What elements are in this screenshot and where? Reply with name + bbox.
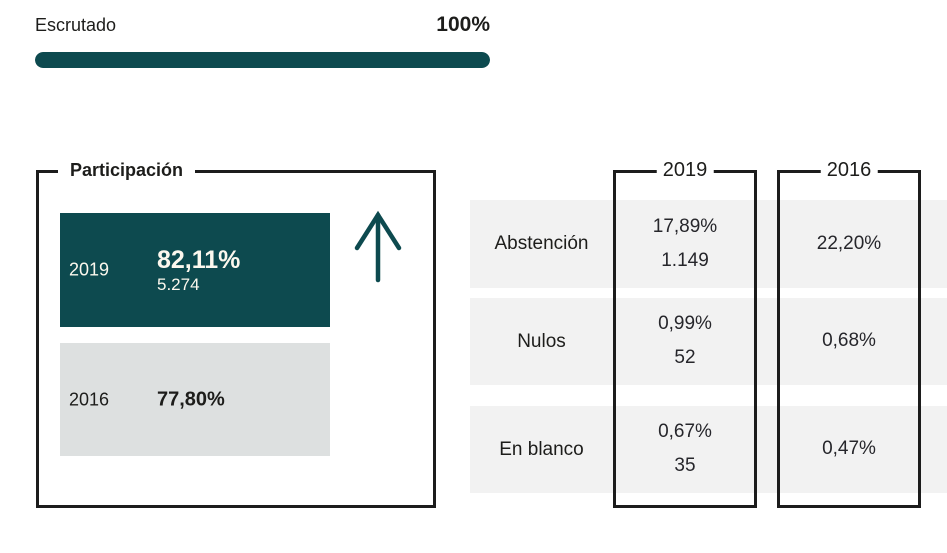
cell-2019-en-blanco: 0,67% 35 xyxy=(613,406,757,493)
value-count: 52 xyxy=(674,347,696,368)
participation-bar-2016: 2016 77,80% xyxy=(60,343,330,456)
participation-values-2016: 77,80% xyxy=(157,388,225,411)
value-count: 1.149 xyxy=(661,249,709,271)
escrutado-header: Escrutado 100% xyxy=(35,13,490,37)
participation-votes-2019: 5.274 xyxy=(157,274,200,294)
table-row xyxy=(470,298,947,385)
participacion-title: Participación xyxy=(58,160,196,181)
participation-year-2016: 2016 xyxy=(69,389,110,409)
escrutado-value: 100% xyxy=(436,13,490,36)
escrutado-progress-fill xyxy=(35,52,490,68)
row-label-nulos: Nulos xyxy=(517,330,566,352)
table-row xyxy=(470,406,947,493)
value-percent: 17,89% xyxy=(652,215,718,237)
value-percent: 0,47% xyxy=(822,438,876,460)
value-percent: 22,20% xyxy=(816,232,882,254)
column-header-2019: 2019 xyxy=(656,159,714,182)
escrutado-progressbar xyxy=(35,52,490,68)
row-label-en-blanco: En blanco xyxy=(499,438,584,460)
participation-bar-2019: 2019 82,11% 5.274 xyxy=(60,213,330,327)
escrutado-label: Escrutado xyxy=(35,15,117,35)
participation-year-2019: 2019 xyxy=(69,259,110,280)
participation-percent-2019: 82,11% xyxy=(157,245,241,274)
value-count: 35 xyxy=(674,455,696,476)
cell-2016-en-blanco: 0,47% xyxy=(777,406,921,493)
cell-2016-abstencion: 22,20% xyxy=(777,200,921,288)
table-row xyxy=(470,200,947,288)
column-header-2016: 2016 xyxy=(820,159,878,182)
cell-2019-nulos: 0,99% 52 xyxy=(613,298,757,385)
participation-values-2019: 82,11% 5.274 xyxy=(157,246,240,294)
participacion-panel: Participación 2019 82,11% 5.274 2016 77,… xyxy=(36,160,436,508)
cell-2019-abstencion: 17,89% 1.149 xyxy=(613,200,757,288)
value-percent: 0,67% xyxy=(658,421,712,443)
value-percent: 0,99% xyxy=(658,313,712,335)
row-label-abstencion: Abstención xyxy=(494,233,589,254)
trend-up-arrow-icon xyxy=(354,210,402,283)
value-percent: 0,68% xyxy=(822,330,876,352)
cell-2016-nulos: 0,68% xyxy=(777,298,921,385)
participation-percent-2016: 77,80% xyxy=(157,388,225,410)
